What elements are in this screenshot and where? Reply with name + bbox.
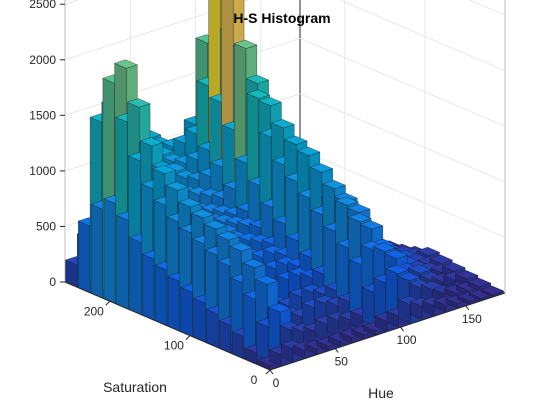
x-tick-label: 50: [335, 355, 349, 369]
bar-left-face: [155, 264, 168, 327]
bar-top-face: [245, 74, 270, 84]
bar-top-face: [335, 196, 359, 206]
bar-top-face: [467, 277, 492, 287]
bar-left-face: [193, 298, 206, 343]
bar-top-face: [178, 198, 202, 208]
bar-top-face: [359, 220, 384, 230]
bar-left-face: [256, 321, 269, 361]
x-tick-mark: [269, 369, 274, 375]
y-axis-label: Saturation: [103, 379, 167, 395]
bar-top-face: [397, 272, 421, 282]
front-axis-lines: [60, 3, 506, 375]
bar-top-face: [216, 231, 241, 241]
x-tick-mark: [334, 348, 339, 353]
bar-top-face: [255, 275, 279, 285]
bar-top-face: [322, 180, 346, 190]
grid-line-z-side: [339, 0, 506, 72]
bar-top-face: [407, 264, 432, 274]
grid-line-z-side: [299, 93, 506, 183]
bar-top-face: [283, 135, 308, 145]
bar-top-face: [242, 259, 266, 268]
bar-left-face: [206, 309, 219, 349]
bar-top-face: [203, 220, 228, 230]
bar-top-face: [114, 59, 138, 69]
y-tick-mark: [185, 335, 191, 340]
bar-top-face: [267, 303, 292, 313]
bar-top-face: [139, 137, 164, 147]
bar-top-face: [348, 213, 372, 223]
x-tick-label: 0: [273, 376, 280, 390]
grid-line-z-side: [299, 37, 506, 127]
z-tick-label: 0: [49, 275, 56, 289]
bar-top-face: [416, 247, 440, 256]
bar-top-face: [229, 242, 254, 252]
y-axis-line: [64, 281, 271, 371]
bar-top-face: [152, 164, 177, 174]
bar-top-face: [309, 163, 334, 173]
bar-top-face: [258, 96, 282, 106]
x-tick-mark: [400, 326, 404, 332]
bars-group: [65, 0, 505, 371]
bar-left-face: [167, 275, 180, 332]
bar-top-face: [454, 270, 479, 280]
y-tick-label: 0: [251, 373, 258, 387]
bar-left-face: [129, 237, 142, 316]
y-tick-mark: [265, 369, 271, 375]
z-tick-label: 1500: [29, 108, 56, 122]
z-tick-label: 1000: [29, 164, 56, 178]
bar-top-face: [165, 181, 189, 191]
histogram-bar: [480, 285, 505, 297]
bar-top-face: [296, 146, 321, 156]
x-tick-mark: [465, 305, 470, 311]
z-tick-label: 500: [36, 219, 56, 233]
bar-top-face: [442, 262, 466, 272]
x-axis-label: Hue: [368, 385, 394, 401]
bar-top-face: [246, 89, 271, 99]
x-tick-label: 100: [397, 333, 417, 347]
bar-top-face: [480, 285, 505, 295]
bar-top-face: [372, 242, 397, 252]
chart-title: H-S Histogram: [233, 10, 330, 26]
bar-top-face: [385, 264, 409, 274]
bar-top-face: [271, 119, 295, 129]
bar-left-face: [116, 215, 129, 310]
z-tick-label: 2000: [29, 53, 56, 67]
bar-top-face: [191, 209, 215, 219]
bar-top-face: [233, 39, 258, 49]
bar-top-face: [468, 289, 493, 299]
bar-left-face: [78, 220, 91, 294]
bar-top-face: [346, 203, 371, 213]
z-tick-label: 2500: [29, 0, 56, 11]
grid-line-z-side: [299, 149, 506, 238]
grid-line-z-back: [64, 0, 249, 61]
y-tick-label: 200: [84, 304, 104, 318]
y-tick-mark: [105, 300, 111, 306]
bar-left-face: [103, 198, 116, 305]
grid-line-z-side: [468, 0, 506, 16]
bar-left-face: [142, 253, 155, 321]
bar-left-face: [180, 287, 193, 338]
bar-top-face: [126, 98, 151, 108]
bar-left-face: [219, 320, 232, 354]
x-tick-label: 150: [462, 312, 482, 326]
histogram-bar: [456, 292, 481, 305]
bar-left-face: [362, 287, 375, 327]
bar-top-face: [384, 249, 408, 259]
y-tick-label: 100: [164, 339, 184, 353]
bar-top-face: [429, 254, 453, 264]
bar-left-face: [90, 204, 104, 299]
histogram-bar: [468, 289, 493, 301]
